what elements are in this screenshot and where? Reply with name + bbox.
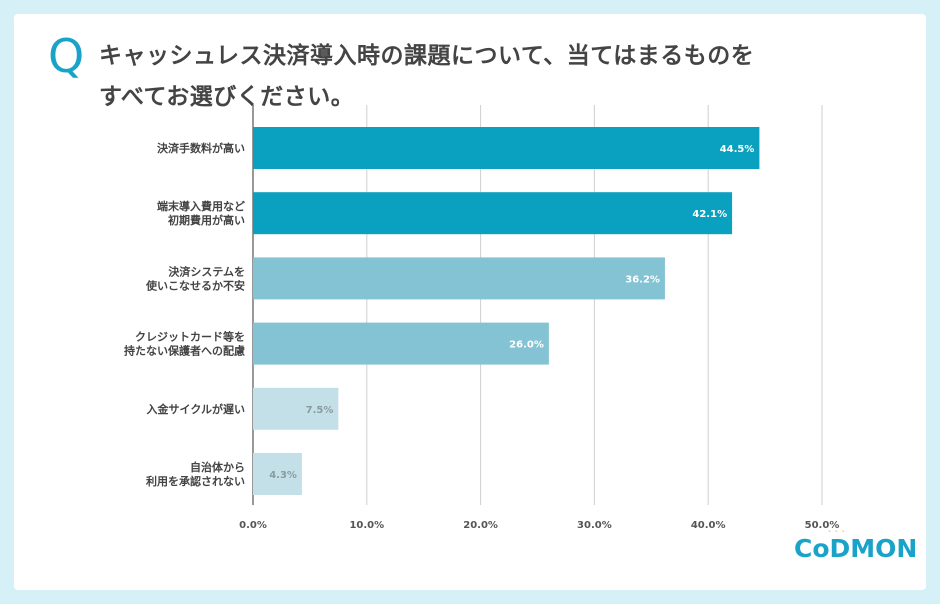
category-label: 持たない保護者への配慮 (124, 344, 245, 358)
x-tick-label: 20.0% (463, 520, 498, 531)
bar (253, 322, 549, 365)
category-label: 決済システムを (168, 264, 245, 278)
data-label: 7.5% (306, 405, 334, 416)
x-tick-label: 40.0% (691, 520, 726, 531)
x-tick-label: 50.0% (805, 520, 840, 531)
x-tick-label: 0.0% (239, 520, 267, 531)
question-line-2: すべてお選びください。 (99, 84, 355, 110)
question-title: キャッシュレス決済導入時の課題について、当てはまるものを すべてお選びください。 (99, 36, 819, 118)
bar (253, 127, 760, 169)
category-label: 初期費用が高い (168, 213, 245, 227)
category-label: 利用を承認されない (146, 474, 245, 488)
bar (253, 387, 339, 430)
data-label: 4.3% (269, 470, 297, 481)
sparkle-icon: ` ` ` (828, 530, 846, 539)
category-label: 使いこなせるか不安 (145, 278, 245, 292)
data-label: 42.1% (692, 209, 727, 220)
data-label: 36.2% (625, 274, 660, 285)
bar (253, 192, 733, 235)
bar (253, 257, 665, 300)
x-tick-label: 30.0% (577, 520, 612, 531)
category-label: 決済手数料が高い (157, 141, 245, 155)
category-label: 自治体から (190, 460, 245, 474)
bar (253, 453, 302, 495)
data-label: 26.0% (509, 340, 544, 351)
category-label: クレジットカード等を (135, 330, 245, 344)
question-mark-icon: Q (48, 29, 85, 83)
category-label: 端末導入費用など (157, 199, 245, 213)
codmon-logo: CoDMON (794, 534, 918, 563)
data-label: 44.5% (720, 144, 755, 155)
x-tick-label: 10.0% (349, 520, 384, 531)
question-line-1: キャッシュレス決済導入時の課題について、当てはまるものを (99, 43, 755, 69)
chart-card (14, 14, 926, 590)
category-label: 入金サイクルが遅い (147, 402, 245, 416)
